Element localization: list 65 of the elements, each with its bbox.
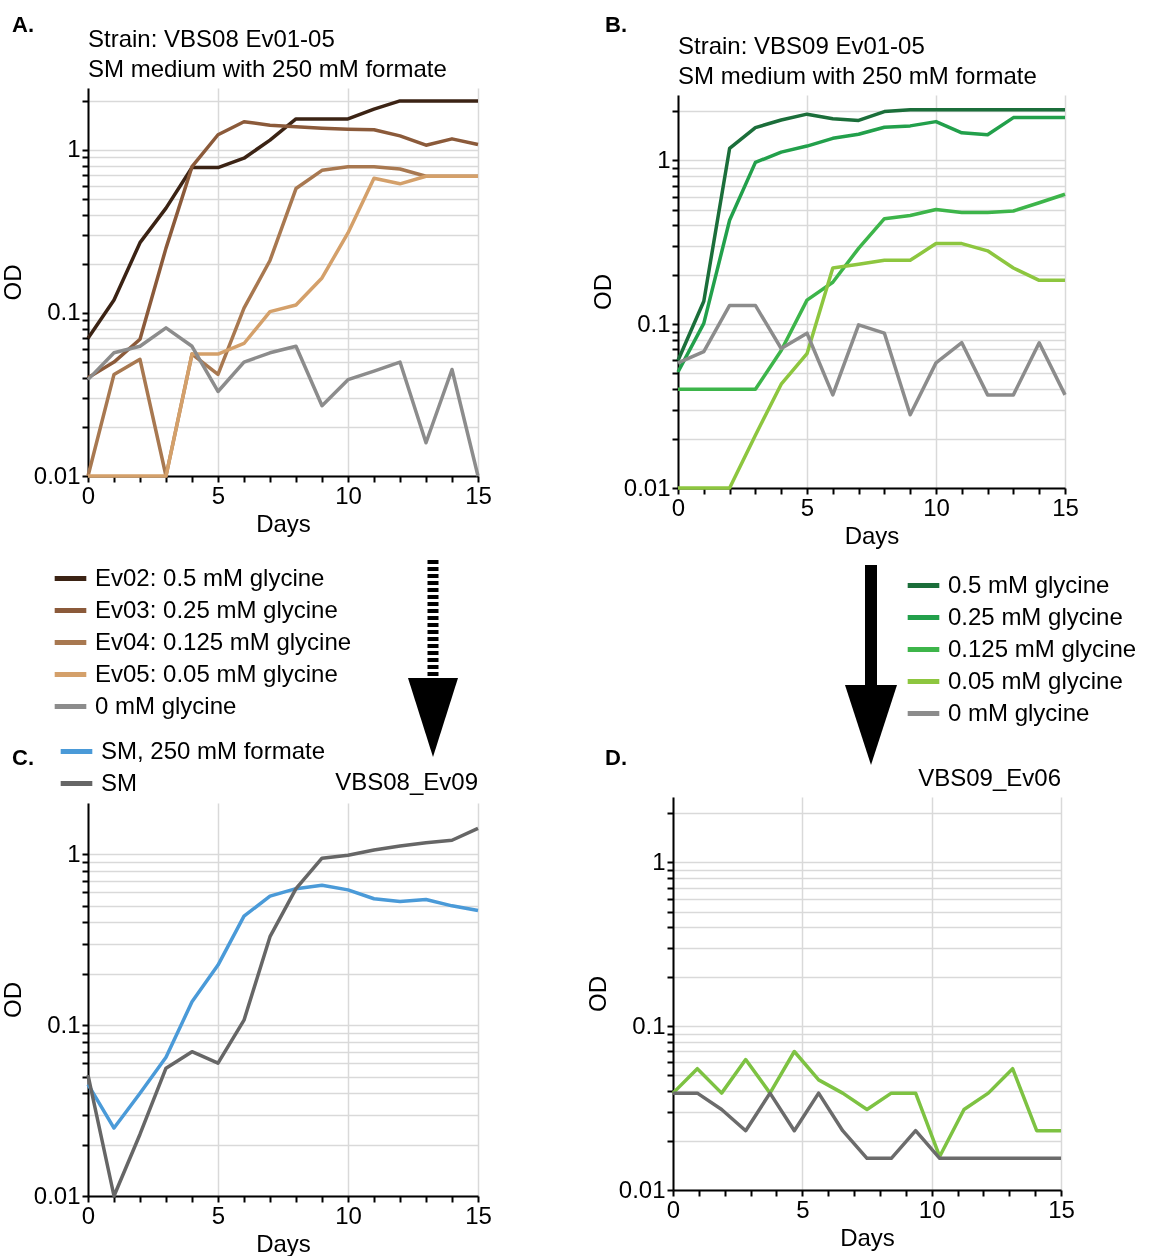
y-tick-label: 1 [67, 839, 81, 867]
line-series [676, 192, 1067, 392]
x-tick-label: 0 [671, 493, 686, 521]
legend-label: Ev03: 0.25 mM glycine [95, 595, 338, 623]
legend-label: SM, 250 mM formate [101, 736, 326, 764]
chart-title: Strain: VBS08 Ev01-05 [88, 25, 335, 52]
x-tick-label: 10 [335, 1201, 362, 1229]
legend-label: 0.5 mM glycine [948, 570, 1110, 598]
x-tick-label: 5 [796, 1195, 810, 1223]
y-tick-label: 1 [67, 135, 81, 163]
x-tick-label: 10 [335, 481, 362, 509]
x-axis-title: Days [844, 521, 900, 549]
y-tick-label: 0.1 [632, 1011, 666, 1039]
line-series [671, 1049, 1063, 1159]
x-tick-label: 5 [211, 1201, 226, 1229]
x-tick-label: 10 [918, 1195, 946, 1223]
text: A. [12, 12, 34, 37]
legend-label: 0 mM glycine [948, 698, 1090, 726]
y-axis-title: OD [583, 976, 611, 1012]
x-axis-title: Days [256, 1229, 311, 1256]
legend-label: 0.05 mM glycine [948, 666, 1123, 694]
chart-subtitle: SM medium with 250 mM formate [88, 55, 447, 82]
chart-title: Strain: VBS09 Ev01-05 [678, 32, 925, 59]
y-axis-title: OD [0, 982, 26, 1018]
line-series [86, 883, 480, 1130]
y-tick-label: 0.01 [33, 461, 81, 489]
chart-title: VBS08_Ev09 [335, 768, 478, 795]
y-tick-label: 0.01 [618, 1175, 666, 1203]
line-series [86, 99, 480, 340]
y-tick-label: 1 [652, 847, 666, 875]
x-tick-label: 15 [465, 481, 492, 509]
legend-label: Ev04: 0.125 mM glycine [95, 627, 352, 655]
legend-label: 0.25 mM glycine [948, 602, 1123, 630]
x-tick-label: 5 [800, 493, 815, 521]
x-tick-label: 10 [923, 493, 950, 521]
legend-label: 0 mM glycine [95, 691, 237, 719]
legend-label: SM [101, 768, 137, 796]
x-tick-label: 0 [666, 1195, 681, 1223]
line-series [676, 303, 1067, 417]
x-tick-label: 0 [81, 481, 96, 509]
x-axis-title: Days [256, 509, 311, 537]
x-tick-label: 15 [1052, 493, 1079, 521]
y-tick-label: 0.01 [623, 473, 671, 501]
text: D. [605, 745, 627, 770]
x-tick-label: 0 [81, 1201, 96, 1229]
line-series [86, 120, 480, 380]
y-axis-title: OD [588, 274, 616, 310]
text: C. [12, 745, 34, 770]
line-series [671, 1091, 1063, 1161]
chart-title: VBS09_Ev06 [918, 764, 1061, 791]
y-tick-label: 0.01 [33, 1181, 81, 1209]
legend-label: Ev05: 0.05 mM glycine [95, 659, 338, 687]
y-tick-label: 0.1 [47, 298, 81, 326]
legend-label: 0.125 mM glycine [948, 634, 1137, 662]
chart-subtitle: SM medium with 250 mM formate [678, 62, 1037, 89]
y-tick-label: 0.1 [637, 309, 671, 337]
x-axis-title: Days [840, 1223, 895, 1251]
y-tick-label: 0.1 [47, 1010, 81, 1038]
y-axis-title: OD [0, 264, 26, 301]
x-tick-label: 5 [211, 481, 226, 509]
x-tick-label: 15 [465, 1201, 492, 1229]
x-tick-label: 15 [1048, 1195, 1075, 1223]
legend-label: Ev02: 0.5 mM glycine [95, 563, 325, 591]
y-tick-label: 1 [657, 145, 671, 173]
text: B. [605, 12, 627, 37]
